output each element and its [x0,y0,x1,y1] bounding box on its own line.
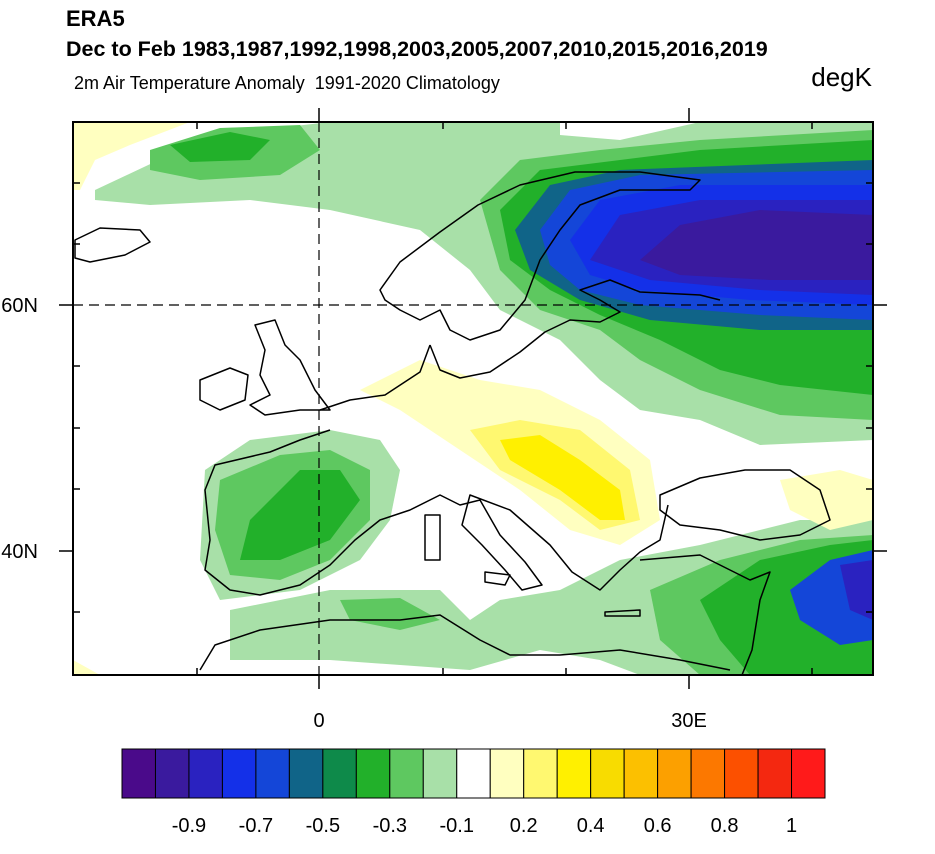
map-ticks [59,108,887,689]
lat-label: 60N [1,295,38,317]
colorbar-box [791,748,826,799]
colorbar-box [556,748,592,799]
colorbar-box [322,748,357,799]
contour-purple [640,210,873,280]
colorbar-label: 1 [786,815,797,837]
colorbar-label: 0.4 [577,815,605,837]
colorbar-box [724,748,759,799]
colorbar-box [690,748,726,799]
colorbar-label: 0.8 [711,815,739,837]
anomaly-field [73,122,873,675]
colorbar-box [422,748,458,799]
colorbar-box [456,748,491,799]
colorbar-box [154,748,190,799]
map-frame [72,121,874,676]
coastlines [74,171,831,675]
source-title: ERA5 [66,6,125,31]
contour-yellow [500,435,625,520]
colorbar-box [389,748,424,799]
colorbar-box [188,748,223,799]
contour-dark-blue-se [840,560,873,620]
lon-label: 30E [671,710,707,732]
colorbar-label: -0.5 [306,815,340,837]
colorbar: -0.9 -0.7 -0.5 -0.3 -0.1 0.2 0.4 0.6 0.8 1 [121,748,826,837]
lon-label: 0 [313,710,324,732]
colorbar-label: -0.7 [239,815,273,837]
colorbar-box [221,748,257,799]
units: degK [811,62,872,92]
colorbar-label: 0.6 [644,815,672,837]
colorbar-box [288,748,324,799]
subtitle: 2m Air Temperature Anomaly 1991-2020 Cli… [74,73,500,93]
colorbar-label: 0.2 [510,815,538,837]
colorbar-box [255,748,290,799]
colorbar-box [623,748,659,799]
colorbar-box [757,748,793,799]
period-title: Dec to Feb 1983,1987,1992,1998,2003,2005… [66,37,768,61]
colorbar-box [121,748,156,799]
colorbar-box [590,748,625,799]
colorbar-box [523,748,558,799]
colorbar-label: -0.1 [440,815,474,837]
colorbar-box [489,748,525,799]
colorbar-box [355,748,391,799]
lat-label: 40N [1,541,38,563]
colorbar-box [657,748,692,799]
colorbar-label: -0.9 [172,815,206,837]
colorbar-label: -0.3 [373,815,407,837]
